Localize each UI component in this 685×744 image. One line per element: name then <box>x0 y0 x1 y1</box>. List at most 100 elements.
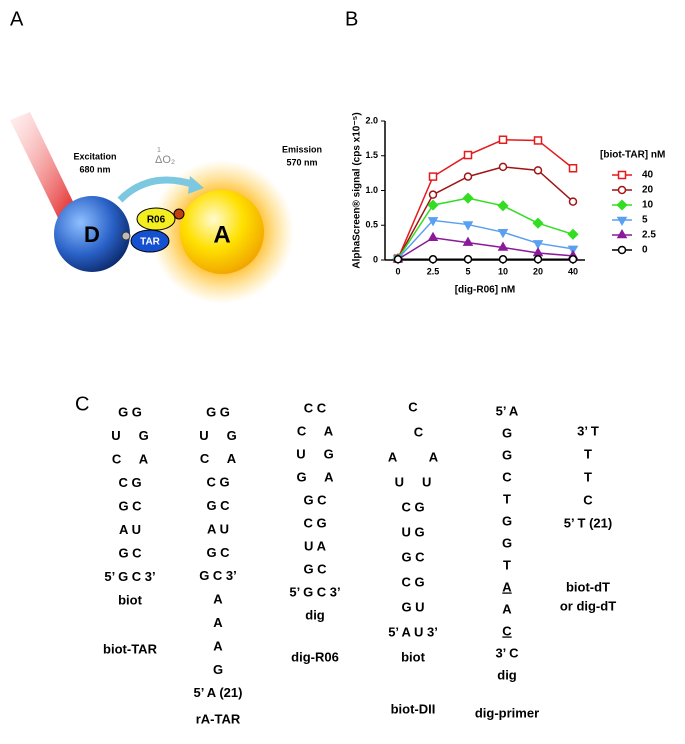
marker <box>427 231 439 242</box>
series-line <box>397 197 574 260</box>
sequence-row: G G <box>118 404 142 419</box>
sequence-row: G <box>213 662 223 677</box>
marker <box>568 197 578 206</box>
sequence-row: C C <box>304 400 327 415</box>
biot-link <box>121 231 131 241</box>
marker <box>532 217 544 229</box>
y-tick-label: 1.5 <box>365 150 378 160</box>
legend-label: 2.5 <box>642 230 656 241</box>
y-axis-label: AlphaScreen® signal (cps x10⁻⁵) <box>352 112 363 268</box>
sequence-row: dig <box>497 667 517 682</box>
sequence-row: 5’ G C 3’ <box>289 584 340 599</box>
sequence-row: C G <box>401 574 424 589</box>
sequence-row: C <box>408 399 418 414</box>
oxygen-label: ΔO₂ <box>155 154 175 166</box>
marker <box>463 172 473 181</box>
legend-label: 40 <box>642 170 654 181</box>
sequence-row: C G <box>206 475 229 490</box>
structure-name: dig-primer <box>475 705 539 720</box>
marker <box>498 162 508 172</box>
sequence-row: C <box>502 623 512 638</box>
laser-beam <box>10 112 78 222</box>
marker <box>427 199 439 211</box>
marker <box>428 172 438 181</box>
marker <box>497 241 509 251</box>
sequence-row: 3’ T <box>577 423 599 438</box>
sequence-row: biot <box>118 592 142 607</box>
marker <box>427 217 439 227</box>
sequence-row: G G <box>206 404 230 419</box>
sequence-row: A U <box>119 522 141 537</box>
sequence-row: biot <box>401 649 425 664</box>
series-line <box>397 166 574 259</box>
sequence-row: U U <box>395 474 432 489</box>
marker <box>533 255 543 264</box>
sequence-row: A U <box>207 521 229 536</box>
sequence-row: G <box>502 447 512 462</box>
legend-marker <box>617 185 627 195</box>
marker <box>393 255 403 264</box>
marker <box>462 221 474 231</box>
emission-label: Emission <box>282 144 322 154</box>
sequence-row: T <box>503 491 511 506</box>
donor-bead <box>54 196 130 272</box>
sequence-row: A <box>213 615 223 630</box>
sequence-row: G C 3’ <box>199 568 237 583</box>
y-tick-label: 0.5 <box>365 220 378 230</box>
sequence-row: A <box>213 592 223 607</box>
sequence-row: T <box>503 557 511 572</box>
tar-oval <box>130 229 170 253</box>
sequence-row: G C <box>401 549 425 564</box>
excitation-label: Excitation <box>73 151 116 161</box>
sequence-row: G C <box>118 545 142 560</box>
structure-name: biot-dT <box>566 579 610 594</box>
sequence-row: C A <box>200 451 237 466</box>
marker <box>533 166 543 175</box>
sequence-row: C <box>583 492 593 507</box>
sequence-row: G C <box>206 545 230 560</box>
sequence-row: C <box>502 469 512 484</box>
x-tick-label: 20 <box>533 266 543 276</box>
emission-nm: 570 nm <box>286 157 317 167</box>
sequence-row: T <box>584 446 592 461</box>
arrow-head <box>188 176 204 194</box>
legend-label: 10 <box>642 200 654 211</box>
sequence-row: A <box>502 601 512 616</box>
structure-name: rA-TAR <box>196 711 241 726</box>
sequence-row: 3’ C <box>495 645 519 660</box>
series-line <box>397 219 574 260</box>
structure-name: dig-R06 <box>291 649 339 664</box>
marker <box>567 228 579 240</box>
x-tick-label: 40 <box>568 266 578 276</box>
x-axis-label: [dig-R06] nM <box>455 285 516 296</box>
marker <box>497 228 509 239</box>
legend-label: 20 <box>642 185 654 196</box>
marker <box>463 150 473 160</box>
marker <box>533 136 543 145</box>
legend-title: [biot-TAR] nM <box>600 150 665 161</box>
legend-marker <box>617 170 627 180</box>
marker <box>497 200 509 212</box>
marker <box>568 164 578 173</box>
y-tick-label: 2.0 <box>365 115 378 125</box>
marker <box>428 255 438 264</box>
sequence-row: C G <box>401 499 424 514</box>
legend-marker <box>616 228 628 239</box>
panel-c: C G GU GC AC GG CA UG C5’ G C 3’biotbiot… <box>75 393 616 726</box>
marker <box>462 192 474 204</box>
sequence-row: G C <box>303 561 327 576</box>
marker <box>568 255 578 264</box>
sequence-row: 5’ A U 3’ <box>388 624 438 639</box>
structure-name: biot-DII <box>391 701 436 716</box>
sequence-row: G <box>502 513 512 528</box>
sequence-row: U A <box>304 538 327 553</box>
panel-a: A D A R06 TAR Excitation 680 nm Emission… <box>10 8 322 304</box>
x-tick-label: 2.5 <box>427 266 440 276</box>
legend-marker <box>616 199 628 211</box>
panel-b: B 0 0.5 1.0 1.5 2.0 0 2.5 5 10 20 40 [dig-R06] nM Al… <box>345 8 665 295</box>
sequence-row: C A <box>112 451 149 466</box>
sequence-row: 5’ T (21) <box>564 515 612 530</box>
sequence-row: 5’ A <box>496 403 519 418</box>
sequence-row: T <box>584 469 592 484</box>
